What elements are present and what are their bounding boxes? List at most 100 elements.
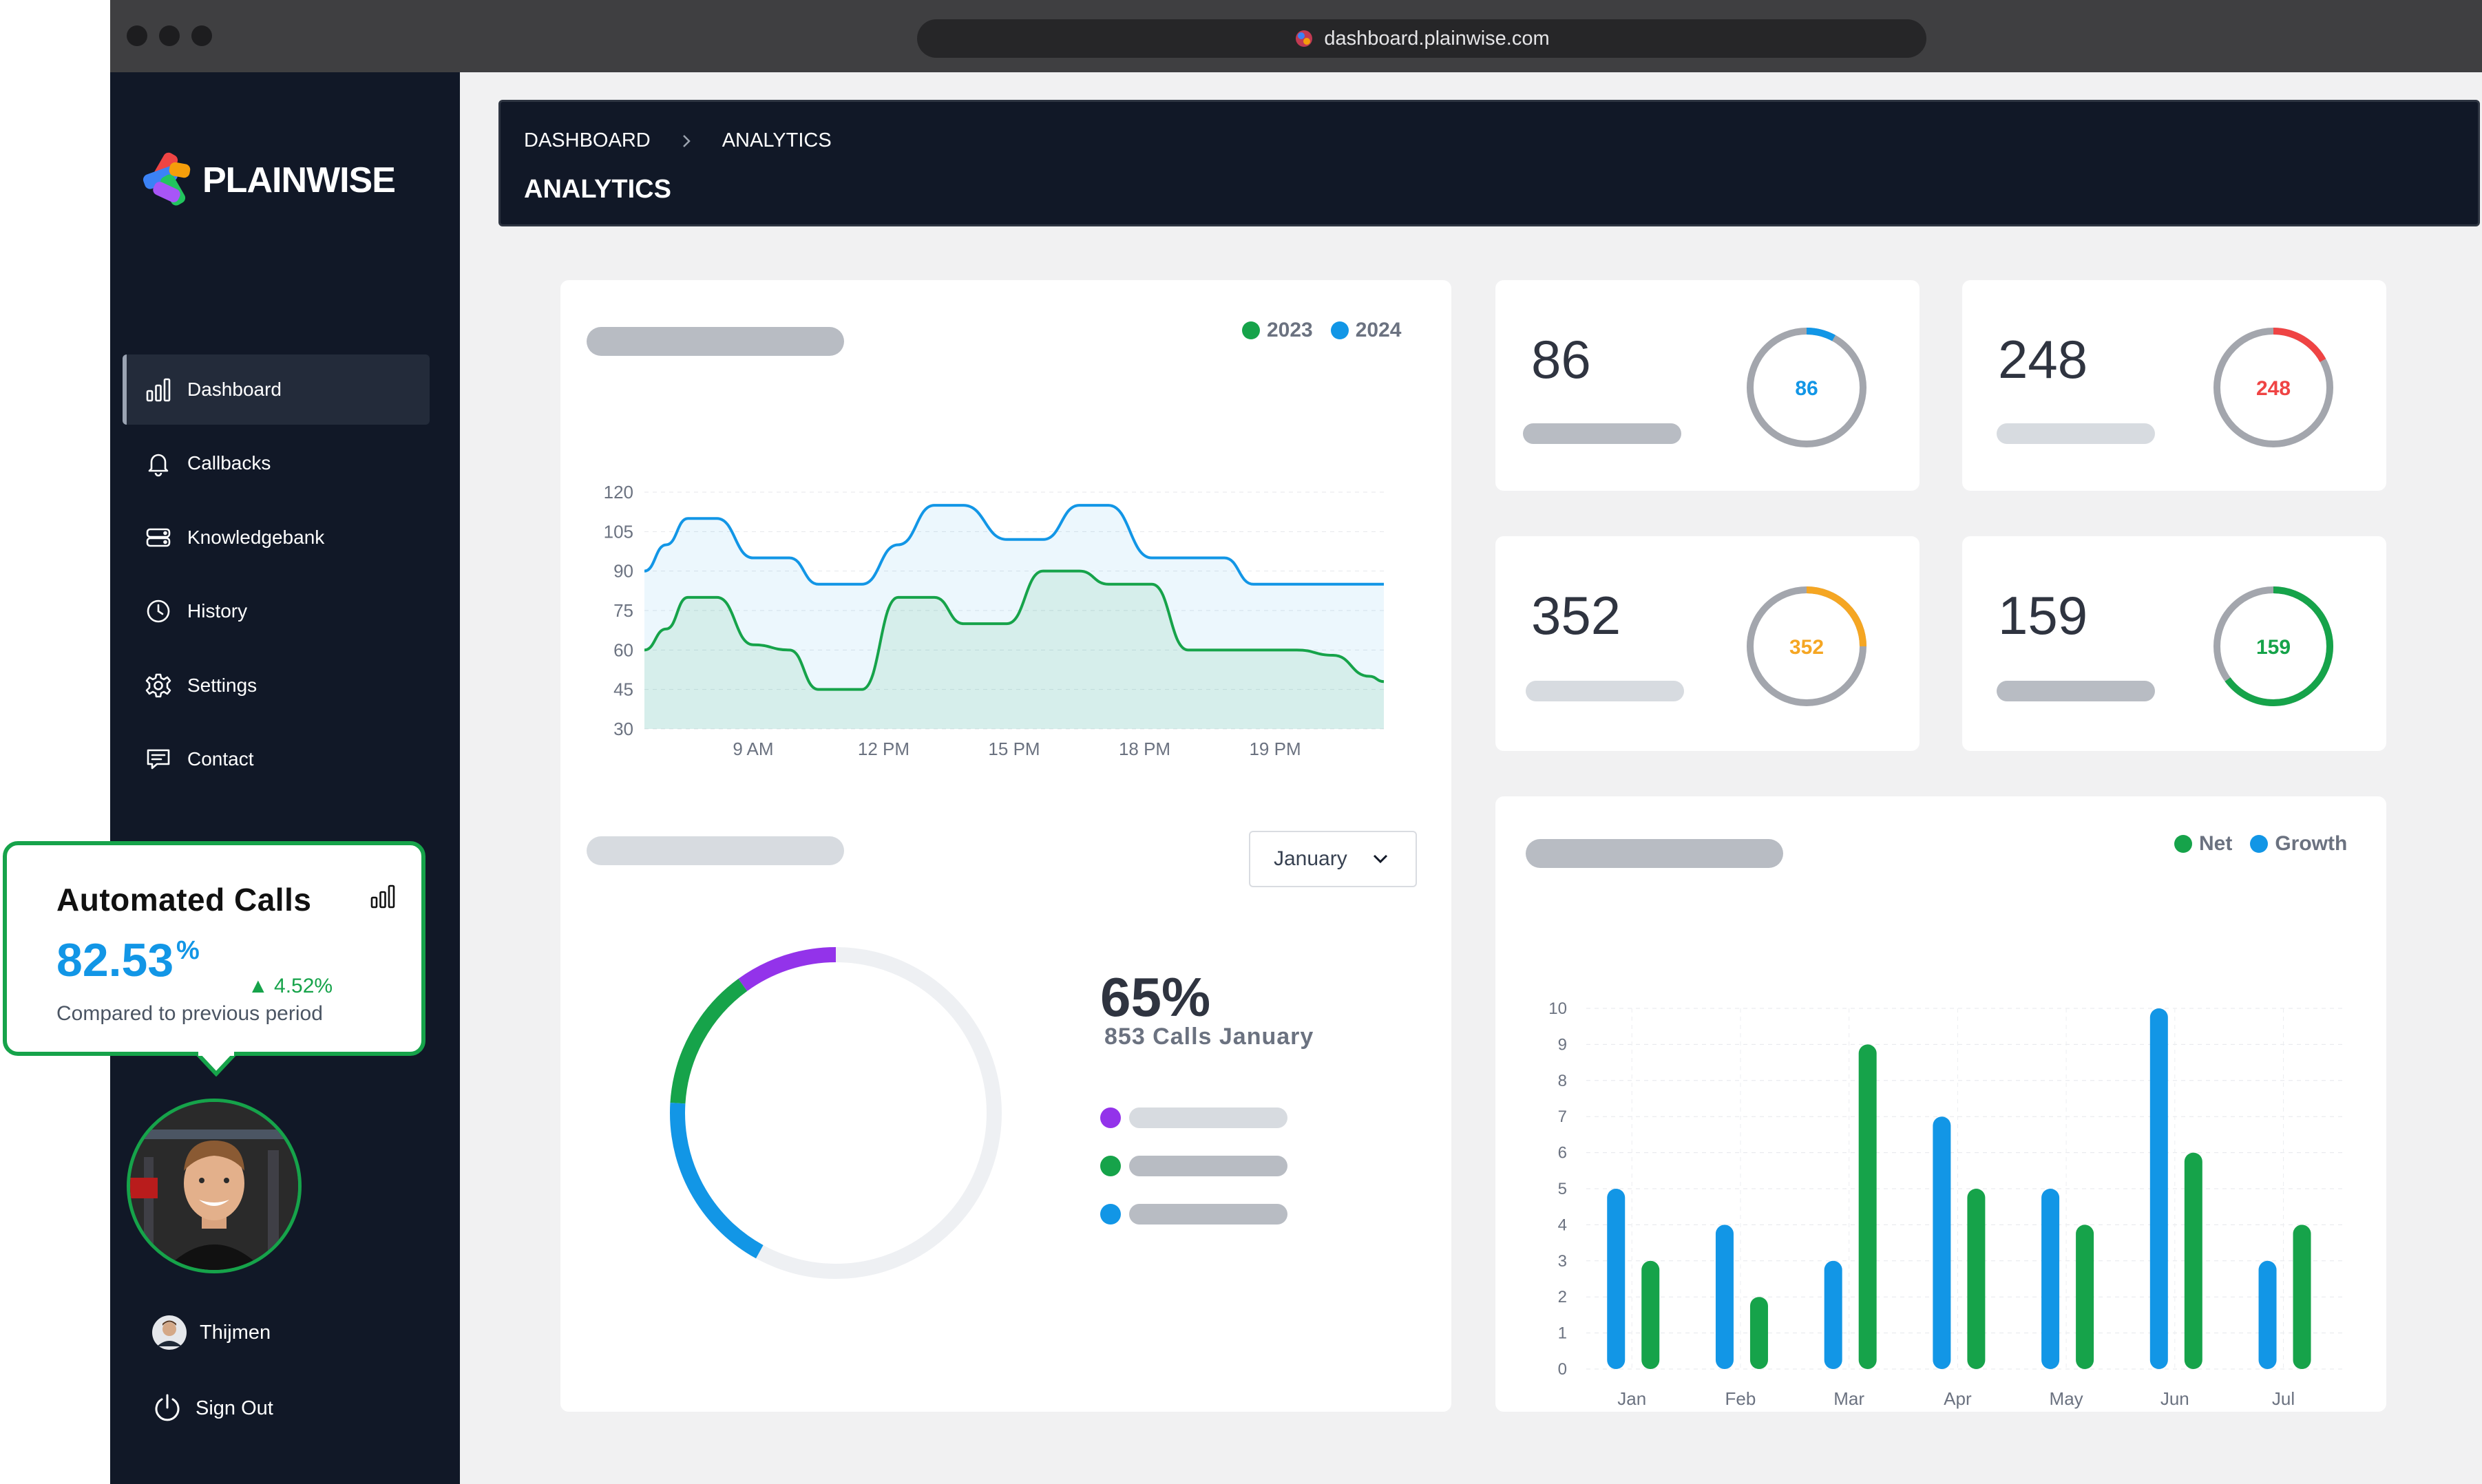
bar-chart-card: Net Growth 10 9 8 7 6 5 4 3 2 1 0 Jan Feb Mar Apr May Ju… bbox=[1495, 796, 2386, 1412]
legend-label: 2024 bbox=[1355, 319, 1402, 341]
breadcrumb-dashboard[interactable]: DASHBOARD bbox=[524, 129, 651, 151]
window-minimize-button[interactable] bbox=[159, 25, 180, 46]
stat-value: 159 bbox=[1998, 585, 2088, 646]
window-maximize-button[interactable] bbox=[191, 25, 212, 46]
bar-growth bbox=[2149, 1008, 2168, 1369]
series-line-2023 bbox=[644, 569, 1385, 691]
bar-growth bbox=[1824, 1260, 1842, 1369]
sidebar: PLAINWISE Dashboard Callbacks Knowledgeb… bbox=[110, 72, 460, 1484]
x-tick-label: Jan bbox=[1617, 1388, 1646, 1409]
sidebar-item-label: Callbacks bbox=[187, 452, 271, 474]
progress-ring: 159 bbox=[2213, 586, 2333, 706]
y-tick-label: 120 bbox=[604, 482, 633, 502]
bar-growth bbox=[1715, 1225, 1734, 1369]
bar-net bbox=[1641, 1260, 1660, 1369]
chat-icon bbox=[147, 749, 170, 770]
sidebar-item-callbacks[interactable]: Callbacks bbox=[123, 428, 430, 498]
y-tick-label: 1 bbox=[1558, 1324, 1567, 1343]
user-profile[interactable]: Thijmen bbox=[151, 1315, 271, 1350]
popup-title: Automated Calls bbox=[56, 882, 312, 918]
donut-slice bbox=[670, 947, 1002, 1279]
user-name: Thijmen bbox=[200, 1321, 271, 1344]
legend-dot bbox=[1100, 1107, 1121, 1128]
y-tick-label: 45 bbox=[613, 679, 633, 700]
donut-caption: 853 Calls January bbox=[1104, 1024, 1314, 1050]
legend-item-growth[interactable]: Growth bbox=[2250, 832, 2347, 856]
month-select-value: January bbox=[1274, 847, 1347, 870]
address-bar[interactable]: dashboard.plainwise.com bbox=[917, 19, 1926, 58]
ring-progress bbox=[2213, 328, 2333, 447]
month-select[interactable]: January bbox=[1249, 831, 1417, 887]
popup-unit: % bbox=[176, 936, 200, 965]
y-tick-label: 75 bbox=[613, 600, 633, 621]
legend-item-2023[interactable]: 2023 bbox=[1242, 319, 1313, 342]
bar-growth bbox=[1933, 1116, 1951, 1369]
legend-item-net[interactable]: Net bbox=[2174, 832, 2232, 856]
legend-label: Growth bbox=[2275, 832, 2348, 855]
y-tick-label: 9 bbox=[1558, 1035, 1567, 1054]
placeholder-bar bbox=[1523, 423, 1681, 444]
x-tick-label: 12 PM bbox=[858, 739, 909, 759]
sidebar-item-label: Knowledgebank bbox=[187, 527, 325, 548]
legend-item-2024[interactable]: 2024 bbox=[1330, 319, 1402, 342]
sidebar-item-contact[interactable]: Contact bbox=[123, 724, 430, 794]
ring-label: 159 bbox=[2256, 636, 2291, 659]
user-avatar-small bbox=[152, 1315, 187, 1350]
popup-subtitle: Compared to previous period bbox=[56, 1002, 323, 1025]
stat-card: 352 352 bbox=[1495, 536, 1920, 751]
x-tick-label: 15 PM bbox=[988, 739, 1040, 759]
ring-progress bbox=[1747, 328, 1866, 447]
y-tick-label: 2 bbox=[1558, 1288, 1567, 1306]
logo[interactable]: PLAINWISE bbox=[138, 149, 396, 211]
sidebar-item-history[interactable]: History bbox=[123, 576, 430, 646]
legend-label: 2023 bbox=[1267, 319, 1313, 341]
popup-value: 82.53 bbox=[56, 934, 174, 986]
chart-legend: 2023 2024 bbox=[1242, 319, 1402, 342]
sidebar-item-settings[interactable]: Settings bbox=[123, 650, 430, 721]
line-chart: 120 105 90 75 60 45 30 9 AM 12 PM 15 PM 18 PM 19 PM bbox=[604, 482, 1385, 759]
bar-net bbox=[2184, 1152, 2202, 1369]
series-area-2024 bbox=[644, 505, 1384, 729]
sidebar-item-label: Contact bbox=[187, 748, 254, 770]
url-text: dashboard.plainwise.com bbox=[1324, 27, 1550, 50]
bar-net bbox=[1749, 1297, 1768, 1369]
placeholder-bar bbox=[1129, 1156, 1287, 1176]
page-title: ANALYTICS bbox=[524, 175, 671, 204]
browser-chrome: dashboard.plainwise.com bbox=[110, 0, 2482, 72]
ring-progress bbox=[2213, 586, 2333, 706]
legend-label: Net bbox=[2199, 832, 2233, 855]
sidebar-item-label: Settings bbox=[187, 675, 257, 696]
placeholder-bar bbox=[1526, 839, 1783, 868]
x-tick-label: Jul bbox=[2272, 1388, 2295, 1409]
placeholder-bar bbox=[1997, 681, 2155, 701]
x-tick-label: Apr bbox=[1944, 1388, 1972, 1409]
placeholder-bar bbox=[1129, 1107, 1287, 1128]
gear-icon bbox=[145, 673, 171, 698]
popup-change: ▲ 4.52% bbox=[248, 975, 333, 997]
y-tick-label: 6 bbox=[1558, 1144, 1567, 1163]
sidebar-item-dashboard[interactable]: Dashboard bbox=[123, 354, 430, 425]
breadcrumb: DASHBOARD ANALYTICS bbox=[524, 129, 832, 152]
power-icon bbox=[155, 1394, 180, 1421]
donut-card: January 65% 853 Calls January bbox=[560, 796, 1451, 1412]
bar-net bbox=[2076, 1225, 2094, 1369]
ring-label: 352 bbox=[1789, 636, 1824, 659]
progress-ring: 248 bbox=[2213, 328, 2333, 447]
clock-icon bbox=[147, 600, 170, 623]
y-tick-label: 105 bbox=[604, 521, 633, 542]
database-icon bbox=[146, 528, 171, 547]
series-area-2023 bbox=[644, 571, 1384, 729]
progress-ring: 352 bbox=[1747, 586, 1866, 706]
breadcrumb-analytics[interactable]: ANALYTICS bbox=[722, 129, 832, 151]
sidebar-item-knowledgebank[interactable]: Knowledgebank bbox=[123, 502, 430, 573]
sign-out-label: Sign Out bbox=[196, 1397, 273, 1419]
avatar[interactable] bbox=[127, 1099, 302, 1273]
sign-out-button[interactable]: Sign Out bbox=[151, 1392, 273, 1424]
window-close-button[interactable] bbox=[127, 25, 147, 46]
x-tick-label: 18 PM bbox=[1119, 739, 1170, 759]
ring-progress bbox=[1747, 586, 1866, 706]
bar-growth bbox=[2041, 1189, 2060, 1369]
popup-pointer bbox=[196, 1052, 237, 1077]
y-tick-label: 7 bbox=[1558, 1107, 1567, 1126]
